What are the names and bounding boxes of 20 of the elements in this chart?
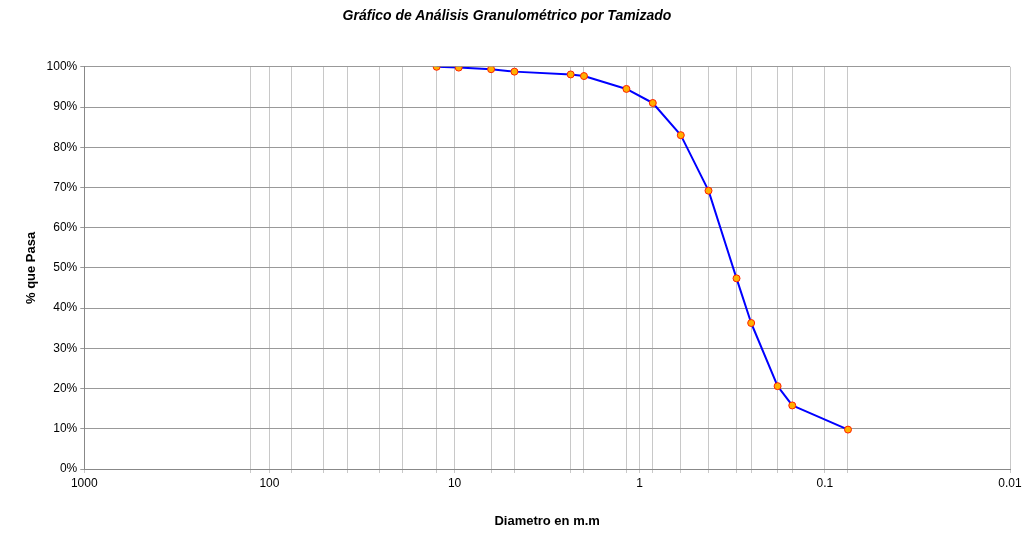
y-tick-label: 50% [53, 260, 78, 275]
x-axis-title: Diametro en m.m [494, 512, 600, 528]
y-tick-label: 10% [53, 421, 78, 436]
x-tick-label: 1 [636, 475, 644, 490]
y-tick-label: 100% [46, 59, 78, 74]
y-tick-label: 20% [53, 380, 78, 395]
y-tick-label: 40% [53, 300, 78, 315]
x-tick-label: 10 [447, 475, 462, 490]
y-tick-label: 30% [53, 340, 78, 355]
x-tick-label: 100 [259, 475, 280, 490]
x-tick-label: 0.1 [816, 475, 834, 490]
x-tick-label: 0.01 [998, 475, 1022, 490]
y-tick-label: 0% [59, 461, 78, 476]
y-tick-label: 60% [53, 219, 78, 234]
y-tick-label: 90% [53, 99, 78, 114]
chart-title: Gráfico de Análisis Granulométrico por Tamizado [342, 7, 672, 24]
x-tick-label: 1000 [70, 475, 98, 490]
y-tick-label: 80% [53, 139, 78, 154]
y-axis-title: % que Pasa [23, 231, 39, 305]
y-tick-label: 70% [53, 179, 78, 194]
